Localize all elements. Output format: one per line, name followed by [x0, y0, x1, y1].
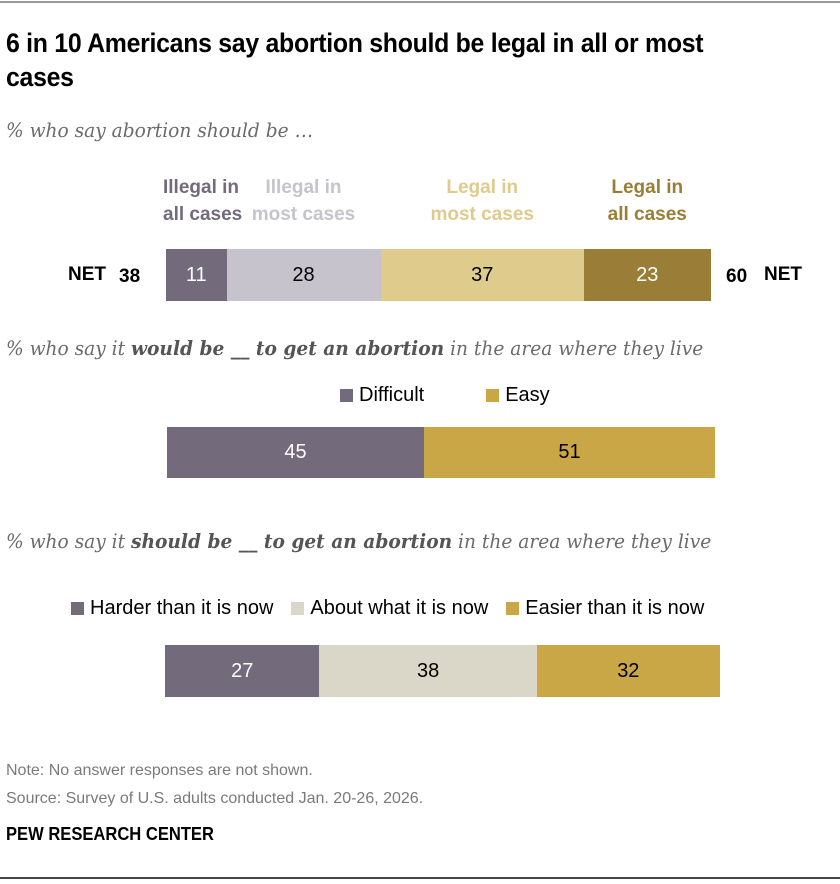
subtitle-would-be: % who say it would be __ to get an abort…	[6, 336, 703, 360]
data-label-about-what-it-is-now: 38	[416, 659, 440, 682]
net-right-label: NET	[764, 264, 802, 285]
subtitle-abortion-legality: % who say abortion should be …	[6, 118, 314, 142]
note-text: Note: No answer responses are not shown.	[6, 762, 313, 779]
category-header-illegal-in-most-cases: Illegal in most cases	[219, 174, 389, 228]
legend-item-easier-than-it-is-now: Easier than it is now	[506, 597, 704, 620]
net-right-value: 60	[726, 266, 748, 287]
bar-segment-legal-in-most-cases: 37	[380, 249, 584, 301]
data-label-illegal-in-most-cases: 28	[292, 263, 315, 286]
legend-item-difficult: Difficult	[340, 384, 424, 407]
legality-stacked-bar: 11 28 37 23	[166, 249, 711, 301]
legend-label: Difficult	[359, 384, 425, 406]
bar-segment-illegal-in-most-cases: 28	[226, 249, 381, 301]
data-label-easier-than-it-is-now: 32	[617, 659, 640, 682]
category-header-line: all cases	[607, 204, 687, 225]
bar-segment-illegal-in-all-cases: 11	[166, 249, 227, 301]
subtitle-should-be-pre: % who say it	[6, 529, 131, 553]
bar-segment-easy: 51	[423, 427, 716, 478]
category-header-line: Illegal in	[163, 177, 240, 198]
legend-label: Easy	[505, 384, 550, 406]
bar-segment-difficult: 45	[167, 427, 424, 478]
legend-swatch-icon	[71, 602, 84, 615]
legend-swatch-icon	[340, 389, 353, 402]
top-rule	[0, 1, 840, 3]
legend-would-be: Difficult Easy	[340, 384, 568, 407]
subtitle-should-be: % who say it should be __ to get an abor…	[6, 529, 711, 553]
subtitle-should-be-bold: should be __ to get an abortion	[130, 529, 453, 553]
legend-swatch-icon	[291, 602, 305, 615]
net-left-label: NET	[68, 264, 106, 285]
source-text: Source: Survey of U.S. adults conducted …	[6, 790, 424, 807]
category-header-legal-in-most-cases: Legal in most cases	[397, 174, 567, 228]
data-label-harder-than-it-is-now: 27	[231, 659, 254, 682]
data-label-legal-in-all-cases: 23	[636, 263, 659, 286]
net-left-value: 38	[119, 266, 141, 287]
legend-label: Harder than it is now	[90, 597, 274, 619]
data-label-illegal-in-all-cases: 11	[185, 263, 207, 286]
bar-segment-harder-than-it-is-now: 27	[165, 645, 320, 697]
bar-segment-about-what-it-is-now: 38	[319, 645, 537, 697]
legend-swatch-icon	[506, 602, 520, 615]
data-label-difficult: 45	[284, 441, 307, 463]
legend-label: About what it is now	[310, 597, 489, 619]
category-header-legal-in-all-cases: Legal in all cases	[562, 174, 732, 228]
category-header-line: all cases	[163, 204, 243, 225]
chart-title: 6 in 10 Americans say abortion should be…	[6, 28, 704, 92]
legend-swatch-icon	[486, 389, 500, 402]
legend-should-be: Harder than it is now About what it is no…	[71, 597, 722, 620]
category-header-line: most cases	[430, 204, 534, 225]
brand-logo-text: PEW RESEARCH CENTER	[6, 824, 214, 844]
data-label-legal-in-most-cases: 37	[471, 263, 494, 286]
legend-item-harder-than-it-is-now: Harder than it is now	[71, 597, 273, 620]
legend-item-easy: Easy	[486, 384, 550, 407]
category-header-line: Legal in	[446, 177, 519, 198]
legend-item-about-what-it-is-now: About what it is now	[291, 597, 488, 620]
bottom-rule	[0, 877, 840, 879]
bar-segment-easier-than-it-is-now: 32	[536, 645, 720, 697]
bar-segment-legal-in-all-cases: 23	[584, 249, 711, 301]
data-label-easy: 51	[558, 441, 581, 463]
category-header-line: Illegal in	[265, 177, 342, 198]
category-header-line: most cases	[251, 204, 356, 225]
category-header-illegal-in-all-cases: Illegal in all cases	[163, 174, 293, 228]
subtitle-would-be-post: in the area where they live	[444, 336, 704, 360]
legend-label: Easier than it is now	[525, 597, 705, 619]
category-header-line: Legal in	[611, 177, 684, 198]
subtitle-would-be-pre: % who say it	[6, 336, 131, 360]
subtitle-should-be-post: in the area where they live	[452, 529, 712, 553]
would-be-stacked-bar: 45 51	[167, 427, 716, 478]
subtitle-would-be-bold: would be __ to get an abortion	[130, 336, 445, 360]
should-be-stacked-bar: 27 38 32	[165, 645, 720, 697]
